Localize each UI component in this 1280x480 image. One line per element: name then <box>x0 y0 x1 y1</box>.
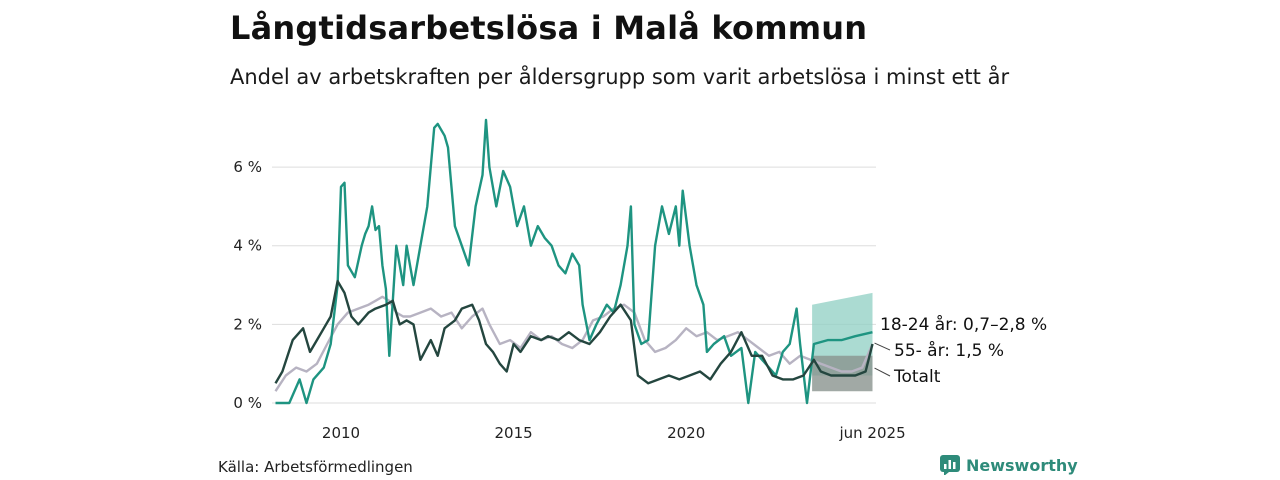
series-end-label-youth: 18-24 år: 0,7–2,8 % <box>880 314 1047 335</box>
brand-logo[interactable]: Newsworthy <box>940 455 1078 475</box>
y-tick-label: 4 % <box>233 237 262 255</box>
grid-lines <box>272 166 876 404</box>
y-tick-label: 6 % <box>233 158 262 176</box>
newsworthy-logo-icon <box>940 455 960 475</box>
source-note: Källa: Arbetsförmedlingen <box>218 458 413 476</box>
series-end-label-senior: 55- år: 1,5 % <box>894 340 1004 361</box>
y-tick-label: 2 % <box>233 315 262 333</box>
x-tick-label: 2015 <box>495 424 533 442</box>
x-tick-label: jun 2025 <box>838 424 905 442</box>
leader-line-total <box>874 367 891 377</box>
series-end-label-total: Totalt <box>893 367 941 387</box>
x-tick-label: 2010 <box>322 424 360 442</box>
x-tick-label: 2020 <box>667 424 705 442</box>
band-youth <box>812 292 873 376</box>
chart-subtitle: Andel av arbetskraften per åldersgrupp s… <box>230 65 1010 89</box>
series-lines <box>274 118 874 405</box>
chart-title: Långtidsarbetslösa i Malå kommun <box>230 9 868 47</box>
axis-tick-labels: 0 % 2 % 4 % 6 % 2010 2015 2020 jun 2025 <box>233 158 905 442</box>
brand-name: Newsworthy <box>966 455 1078 475</box>
series-line-youth <box>275 118 873 405</box>
band-total <box>812 355 873 392</box>
uncertainty-bands <box>812 292 873 392</box>
series-end-labels: 55- år: 1,5 % 18-24 år: 0,7–2,8 % Totalt <box>874 314 1047 387</box>
leader-line-senior <box>874 342 891 351</box>
series-line-total <box>274 279 874 385</box>
series-line-senior <box>274 295 874 392</box>
y-tick-label: 0 % <box>233 394 262 412</box>
